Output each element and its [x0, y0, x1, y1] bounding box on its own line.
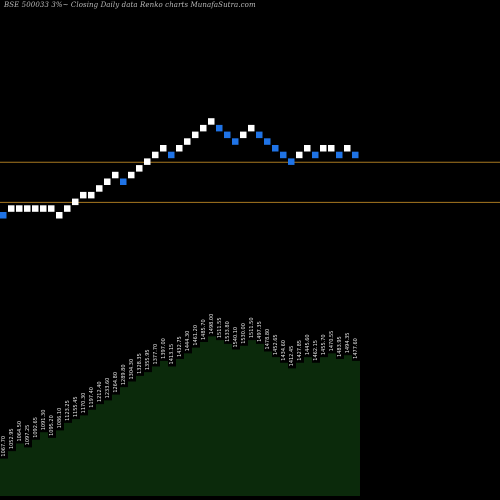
volume-point-label: 1485.70	[201, 319, 207, 340]
renko-bricks-group	[0, 118, 359, 219]
renko-brick-up	[184, 138, 191, 145]
renko-brick-down	[216, 124, 223, 132]
renko-brick-down	[120, 178, 127, 185]
volume-point-label: 1377.70	[153, 344, 159, 365]
renko-brick-up	[64, 205, 71, 212]
renko-brick-up	[160, 145, 167, 152]
volume-point-label: 1355.95	[145, 349, 151, 370]
volume-point-label: 1264.80	[113, 372, 119, 393]
renko-brick-up	[136, 165, 143, 172]
volume-point-label: 1397.00	[161, 338, 167, 359]
volume-point-label: 1533.80	[225, 321, 231, 342]
volume-point-label: 1498.00	[209, 314, 215, 335]
volume-point-label: 1483.95	[337, 336, 343, 357]
renko-brick-up	[88, 191, 95, 199]
renko-brick-down	[168, 151, 175, 159]
renko-brick-up	[32, 205, 39, 212]
volume-point-label: 1412.45	[289, 346, 295, 367]
renko-brick-up	[24, 205, 31, 212]
volume-point-label: 1455.70	[321, 334, 327, 355]
volume-point-label: 1477.60	[353, 338, 359, 359]
volume-point-label: 1092.65	[33, 417, 39, 438]
volume-point-label: 1304.30	[129, 359, 135, 380]
volume-point-label: 1432.75	[177, 336, 183, 357]
volume-point-label: 1095.20	[49, 415, 55, 436]
renko-brick-down	[352, 151, 359, 159]
renko-brick-up	[144, 158, 151, 165]
renko-brick-up	[96, 185, 103, 192]
renko-brick-up	[152, 151, 159, 159]
renko-brick-down	[312, 151, 319, 159]
renko-brick-up	[40, 205, 47, 212]
volume-point-label: 1445.60	[305, 334, 311, 355]
renko-brick-down	[0, 212, 7, 219]
volume-point-label: 1444.30	[185, 331, 191, 352]
volume-point-label: 1097.25	[25, 425, 31, 446]
renko-brick-up	[80, 191, 87, 199]
renko-brick-down	[232, 138, 239, 145]
renko-brick-up	[192, 131, 199, 139]
renko-brick-down	[288, 158, 295, 165]
volume-point-label: 1123.25	[65, 400, 71, 421]
volume-point-label: 1197.40	[89, 387, 95, 408]
volume-point-label: 1170.30	[81, 393, 87, 414]
renko-brick-up	[344, 145, 351, 152]
volume-point-label: 1540.10	[233, 327, 239, 348]
volume-point-label: 1155.45	[73, 396, 79, 417]
volume-point-label: 1511.55	[217, 317, 223, 338]
volume-point-label: 1427.85	[297, 340, 303, 361]
volume-point-label: 1052.95	[9, 428, 15, 449]
renko-brick-up	[72, 198, 79, 206]
renko-brick-up	[128, 171, 135, 179]
volume-point-label: 1086.10	[57, 408, 63, 429]
renko-brick-down	[256, 131, 263, 139]
volume-point-label: 1511.50	[249, 317, 255, 338]
renko-brick-down	[336, 151, 343, 159]
renko-brick-up	[48, 205, 55, 212]
renko-brick-up	[328, 145, 335, 152]
renko-brick-up	[112, 171, 119, 179]
renko-brick-up	[320, 145, 327, 152]
volume-point-label: 1462.15	[313, 340, 319, 361]
renko-brick-up	[248, 124, 255, 132]
renko-brick-up	[104, 178, 111, 185]
volume-point-label: 1064.50	[17, 421, 23, 442]
volume-point-label: 1478.80	[265, 329, 271, 350]
renko-brick-up	[240, 131, 247, 139]
renko-brick-up	[16, 205, 23, 212]
volume-point-label: 1494.35	[345, 333, 351, 354]
volume-point-label: 1461.20	[193, 325, 199, 346]
renko-brick-down	[264, 138, 271, 145]
volume-point-label: 1452.65	[273, 334, 279, 355]
renko-brick-up	[296, 151, 303, 159]
volume-point-label: 1328.35	[137, 353, 143, 374]
renko-brick-down	[224, 131, 231, 139]
renko-brick-down	[272, 145, 279, 152]
volume-point-label: 1212.40	[97, 381, 103, 402]
renko-brick-down	[280, 151, 287, 159]
volume-point-label: 1233.60	[105, 378, 111, 399]
volume-point-label: 1413.15	[169, 344, 175, 365]
renko-brick-up	[208, 118, 215, 125]
renko-brick-up	[56, 212, 63, 219]
chart-title: BSE 500033 3%~ Closing Daily data Renko …	[4, 1, 256, 9]
horizontal-lines-group	[0, 161, 500, 203]
renko-brick-up	[304, 145, 311, 152]
volume-point-label: 1067.70	[1, 436, 7, 457]
volume-area-group	[0, 336, 360, 496]
renko-brick-up	[176, 145, 183, 152]
volume-point-label: 1497.35	[257, 321, 263, 342]
renko-brick-up	[200, 124, 207, 132]
volume-labels-group: 1067.70 1052.95 1064.50 1097.25 1092.65 1091.…	[1, 314, 359, 457]
volume-area	[0, 336, 360, 496]
renko-brick-up	[8, 205, 15, 212]
volume-point-label: 1434.60	[281, 340, 287, 361]
volume-point-label: 1530.00	[241, 323, 247, 344]
volume-point-label: 1091.30	[41, 410, 47, 431]
volume-point-label: 1289.80	[121, 364, 127, 385]
volume-point-label: 1470.55	[329, 331, 335, 352]
